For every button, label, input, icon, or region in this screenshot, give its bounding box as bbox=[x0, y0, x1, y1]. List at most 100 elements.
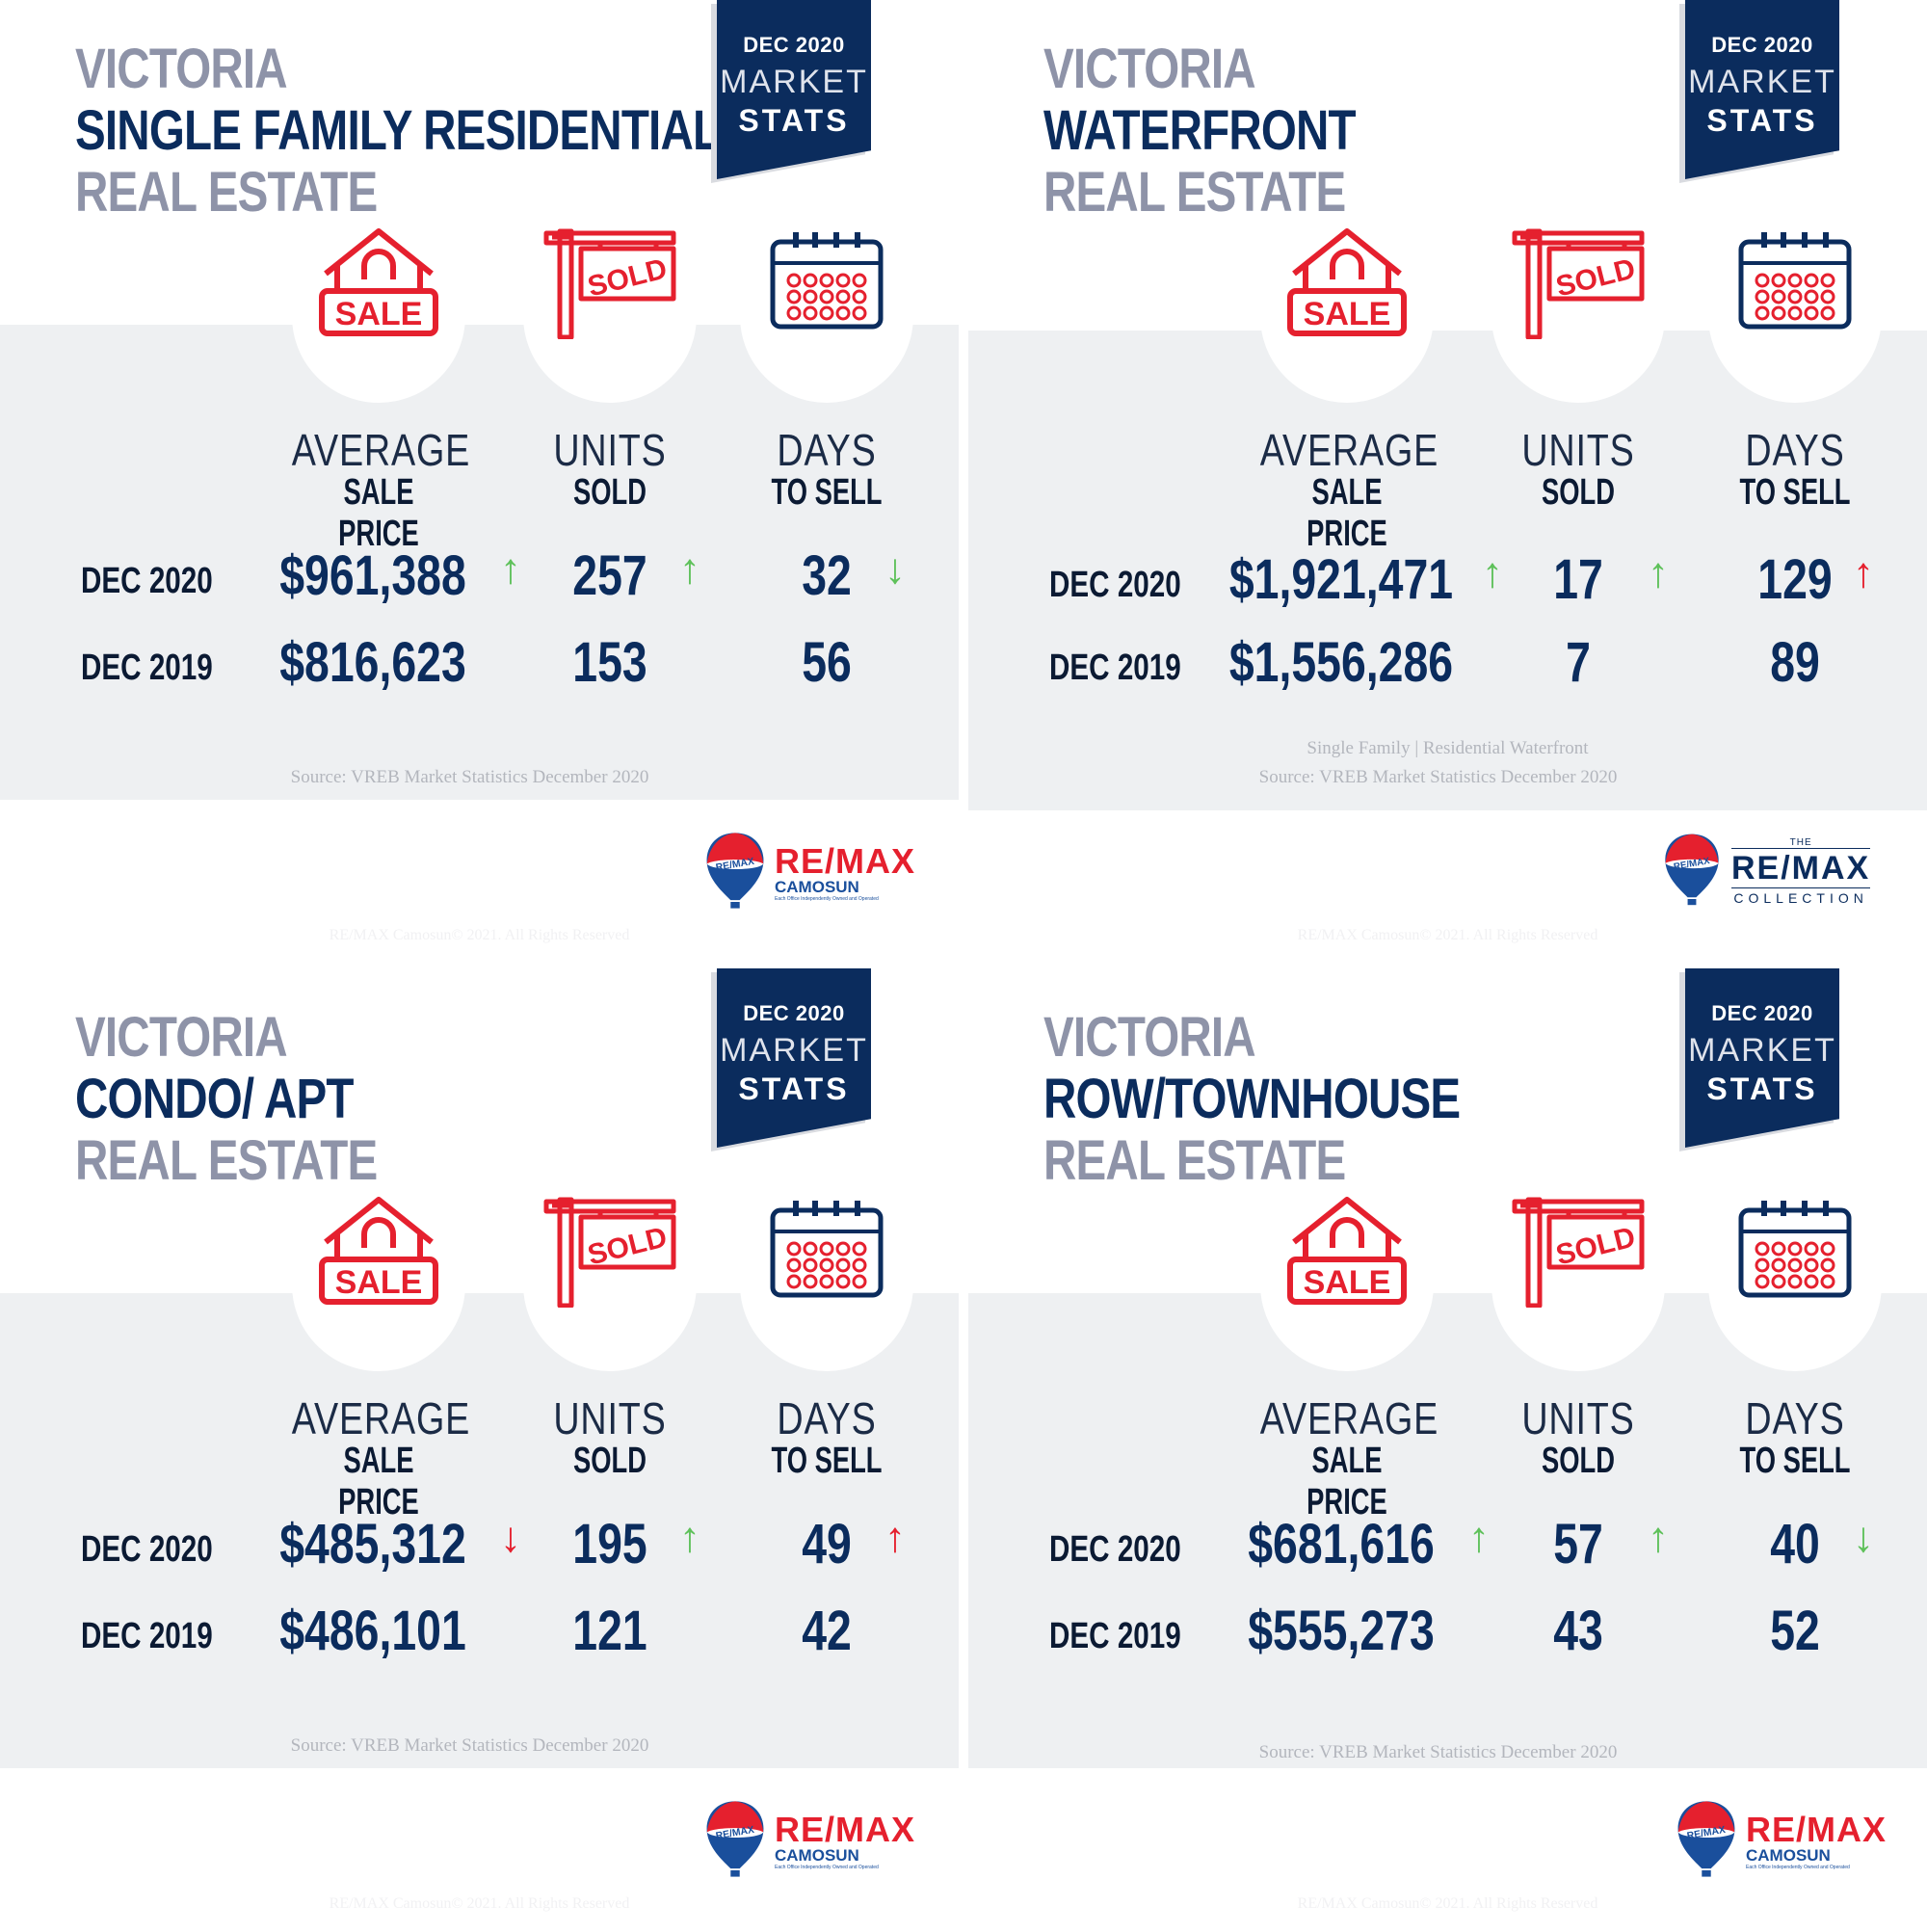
remax-tagline: Each Office Independently Owned and Oper… bbox=[775, 895, 879, 902]
market-stats-badge: DEC 2020 MARKET STATS bbox=[1685, 968, 1839, 1148]
title-city: VICTORIA bbox=[75, 38, 288, 100]
stat-value: 153 bbox=[572, 631, 647, 694]
column-header-line1: UNITS bbox=[553, 1393, 667, 1443]
icon-circle bbox=[740, 1198, 913, 1371]
column-header-line1: UNITS bbox=[1521, 425, 1635, 475]
icon-circle bbox=[1491, 1198, 1665, 1371]
remax-balloon-icon: RE/MAX bbox=[703, 829, 767, 916]
badge-stats: STATS bbox=[1706, 103, 1818, 138]
stat-value: 57 bbox=[1553, 1513, 1603, 1575]
stat-value: 89 bbox=[1770, 631, 1820, 694]
title-suffix: REAL ESTATE bbox=[1043, 161, 1346, 224]
column-header-line1: DAYS bbox=[1745, 1393, 1845, 1443]
column-header: UNITS SOLD bbox=[504, 1392, 716, 1482]
stat-value: 40 bbox=[1770, 1513, 1820, 1575]
title-category: ROW/TOWNHOUSE bbox=[1043, 1068, 1461, 1130]
trend-up-arrow-icon: ↑ bbox=[884, 1514, 906, 1561]
row-label: DEC 2020 bbox=[1049, 565, 1181, 605]
trend-up-arrow-icon: ↑ bbox=[1853, 549, 1874, 596]
column-header: UNITS SOLD bbox=[504, 424, 716, 514]
stat-value: $681,616 bbox=[1248, 1513, 1435, 1575]
column-header-line1: AVERAGE bbox=[1259, 425, 1439, 475]
title-suffix: REAL ESTATE bbox=[75, 1129, 378, 1192]
column-header-line2: SALE PRICE bbox=[338, 472, 419, 554]
icon-circle bbox=[523, 1198, 697, 1371]
source-note: Source: VREB Market Statistics December … bbox=[290, 767, 649, 787]
stat-value: 129 bbox=[1757, 548, 1833, 611]
remax-logo: RE/MAX RE/MAX CAMOSUN Each Office Indepe… bbox=[703, 1797, 915, 1885]
trend-down-arrow-icon: ↓ bbox=[1853, 1514, 1874, 1561]
badge-market: MARKET bbox=[1688, 1032, 1836, 1069]
remax-brand: RE/MAX bbox=[1746, 1809, 1887, 1849]
column-header-line2: TO SELL bbox=[771, 1441, 883, 1481]
badge-stats: STATS bbox=[1706, 1072, 1818, 1106]
remax-sub: CAMOSUN bbox=[775, 877, 859, 896]
title-suffix: REAL ESTATE bbox=[75, 161, 378, 224]
copyright-note: RE/MAX Camosun© 2021. All Rights Reserve… bbox=[329, 1895, 630, 1912]
stat-value: 32 bbox=[802, 544, 852, 607]
stat-value: 52 bbox=[1770, 1600, 1820, 1662]
remax-sub: CAMOSUN bbox=[775, 1845, 859, 1865]
stats-band bbox=[0, 325, 959, 800]
title-city: VICTORIA bbox=[1043, 38, 1256, 100]
stat-value: $1,921,471 bbox=[1228, 548, 1454, 611]
svg-text:SOLD: SOLD bbox=[1553, 1221, 1639, 1271]
column-header: UNITS SOLD bbox=[1472, 1392, 1684, 1482]
stats-band bbox=[968, 1293, 1927, 1768]
remax-logo: RE/MAX RE/MAX CAMOSUN Each Office Indepe… bbox=[1675, 1797, 1887, 1885]
title-city: VICTORIA bbox=[75, 1006, 288, 1069]
badge-date: DEC 2020 bbox=[1711, 33, 1813, 57]
trend-up-arrow-icon: ↑ bbox=[1482, 549, 1503, 596]
icon-circle bbox=[523, 229, 697, 403]
trend-up-arrow-icon: ↑ bbox=[1648, 549, 1669, 596]
title-category: WATERFRONT bbox=[1043, 99, 1357, 162]
stat-value: $1,556,286 bbox=[1228, 631, 1454, 694]
trend-down-arrow-icon: ↓ bbox=[884, 545, 906, 593]
column-header-line2: SOLD bbox=[1541, 1441, 1616, 1481]
title-category: SINGLE FAMILY RESIDENTIAL bbox=[75, 99, 721, 162]
row-label: DEC 2019 bbox=[81, 648, 213, 688]
svg-text:SOLD: SOLD bbox=[585, 252, 671, 303]
remax-balloon-icon: RE/MAX bbox=[1675, 1797, 1738, 1885]
market-stats-panel: VICTORIA CONDO/ APT REAL ESTATE DEC 2020 MAR… bbox=[0, 968, 959, 1932]
column-header: AVERAGE SALE PRICE bbox=[1241, 424, 1453, 555]
stats-band bbox=[968, 331, 1927, 810]
remax-balloon-icon: RE/MAX bbox=[703, 1797, 767, 1885]
copyright-note: RE/MAX Camosun© 2021. All Rights Reserve… bbox=[329, 927, 630, 943]
stats-band bbox=[0, 1293, 959, 1768]
icon-circle bbox=[1708, 1198, 1882, 1371]
column-header-line1: AVERAGE bbox=[291, 425, 471, 475]
icon-circle bbox=[740, 229, 913, 403]
trend-down-arrow-icon: ↓ bbox=[500, 1514, 521, 1561]
column-header-line1: DAYS bbox=[777, 425, 877, 475]
column-header-line2: TO SELL bbox=[1739, 1441, 1851, 1481]
row-label: DEC 2019 bbox=[1049, 648, 1181, 688]
remax-the: THE bbox=[1789, 837, 1812, 848]
column-header-line2: SOLD bbox=[572, 472, 647, 513]
stat-value: 121 bbox=[572, 1600, 647, 1662]
column-header-line1: DAYS bbox=[1745, 425, 1845, 475]
svg-text:SALE: SALE bbox=[335, 296, 423, 332]
badge-stats: STATS bbox=[738, 1072, 850, 1106]
title-block: VICTORIA WATERFRONT REAL ESTATE bbox=[1043, 38, 1357, 224]
badge-date: DEC 2020 bbox=[743, 1001, 845, 1025]
title-suffix: REAL ESTATE bbox=[1043, 1129, 1346, 1192]
stat-value: 56 bbox=[802, 631, 852, 694]
column-header: DAYS TO SELL bbox=[721, 424, 933, 514]
stat-value: $486,101 bbox=[279, 1600, 466, 1662]
column-header-line1: AVERAGE bbox=[1259, 1393, 1439, 1443]
svg-text:SALE: SALE bbox=[1304, 296, 1391, 332]
market-stats-badge: DEC 2020 MARKET STATS bbox=[717, 968, 871, 1148]
stat-value: $485,312 bbox=[279, 1513, 466, 1575]
badge-date: DEC 2020 bbox=[743, 33, 845, 57]
source-note: Source: VREB Market Statistics December … bbox=[1258, 767, 1618, 787]
column-header: UNITS SOLD bbox=[1472, 424, 1684, 514]
market-stats-badge: DEC 2020 MARKET STATS bbox=[1685, 0, 1839, 179]
copyright-note: RE/MAX Camosun© 2021. All Rights Reserve… bbox=[1297, 1895, 1598, 1912]
svg-text:SOLD: SOLD bbox=[1553, 252, 1639, 303]
stat-value: $961,388 bbox=[279, 544, 466, 607]
source-note: Source: VREB Market Statistics December … bbox=[290, 1735, 649, 1756]
remax-tagline: Each Office Independently Owned and Oper… bbox=[775, 1864, 879, 1870]
trend-up-arrow-icon: ↑ bbox=[679, 1514, 700, 1561]
svg-text:SALE: SALE bbox=[335, 1264, 423, 1301]
